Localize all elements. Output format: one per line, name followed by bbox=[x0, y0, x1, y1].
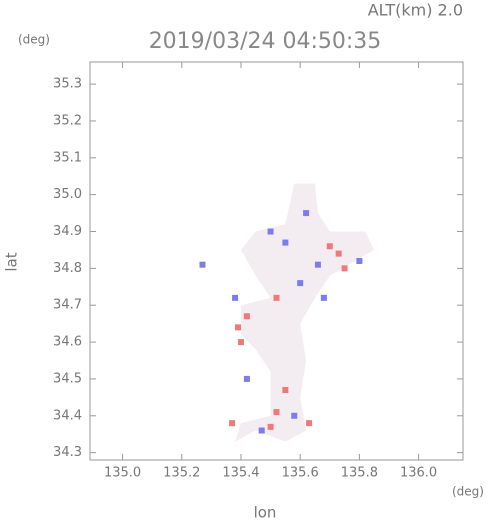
echo-cell bbox=[282, 386, 289, 393]
echo-cell bbox=[303, 210, 310, 217]
echo-cell bbox=[273, 409, 280, 416]
echo-cell bbox=[267, 228, 274, 235]
echo-cell bbox=[297, 280, 304, 287]
x-tick-label: 135.6 bbox=[282, 466, 319, 481]
echo-cell bbox=[243, 313, 250, 320]
x-tick-label: 135.4 bbox=[222, 466, 259, 481]
y-tick-label: 35.3 bbox=[53, 77, 82, 92]
echo-cell bbox=[320, 294, 327, 301]
echo-area bbox=[235, 183, 375, 442]
echo-cell bbox=[282, 239, 289, 246]
x-unit: (deg) bbox=[452, 485, 484, 499]
altitude: ALT(km) 2.0 bbox=[368, 1, 463, 20]
echo-cell bbox=[356, 258, 363, 264]
y-tick-label: 34.8 bbox=[53, 261, 82, 276]
y-tick-label: 34.3 bbox=[53, 445, 82, 460]
echo-cell bbox=[199, 261, 206, 268]
y-unit: (deg) bbox=[18, 33, 50, 47]
y-tick-label: 35.1 bbox=[53, 150, 82, 165]
y-tick-label: 34.6 bbox=[53, 335, 82, 350]
x-tick-label: 135.8 bbox=[341, 466, 378, 481]
x-tick-label: 135.2 bbox=[163, 466, 200, 481]
y-tick-label: 35.2 bbox=[53, 113, 82, 128]
y-axis-label: lat bbox=[3, 252, 21, 271]
plot-frame bbox=[89, 61, 464, 461]
echo-cell bbox=[341, 265, 348, 272]
y-tick-label: 35.0 bbox=[53, 187, 82, 202]
y-tick-label: 34.9 bbox=[53, 224, 82, 239]
echo-cell bbox=[235, 324, 242, 331]
echo-cell bbox=[243, 375, 250, 382]
echo-cell bbox=[258, 427, 265, 434]
echo-cell bbox=[273, 294, 280, 301]
y-tick-label: 34.4 bbox=[53, 408, 82, 423]
y-tick-label: 34.5 bbox=[53, 371, 82, 386]
x-tick-label: 135.0 bbox=[104, 466, 141, 481]
echo-cell bbox=[326, 243, 333, 250]
chart-title: 2019/03/24 04:50:35 bbox=[149, 29, 382, 54]
x-axis-label: lon bbox=[254, 504, 277, 521]
echo-cell bbox=[335, 250, 342, 257]
x-tick-label: 136.0 bbox=[400, 466, 437, 481]
echo-cell bbox=[267, 423, 274, 430]
echo-cell bbox=[306, 420, 313, 427]
echo-cell bbox=[232, 294, 239, 301]
echo-cell bbox=[291, 412, 298, 419]
echo-cell bbox=[237, 339, 244, 346]
echo-cell bbox=[229, 420, 236, 427]
echo-cell bbox=[314, 261, 321, 268]
y-tick-label: 34.7 bbox=[53, 298, 82, 313]
